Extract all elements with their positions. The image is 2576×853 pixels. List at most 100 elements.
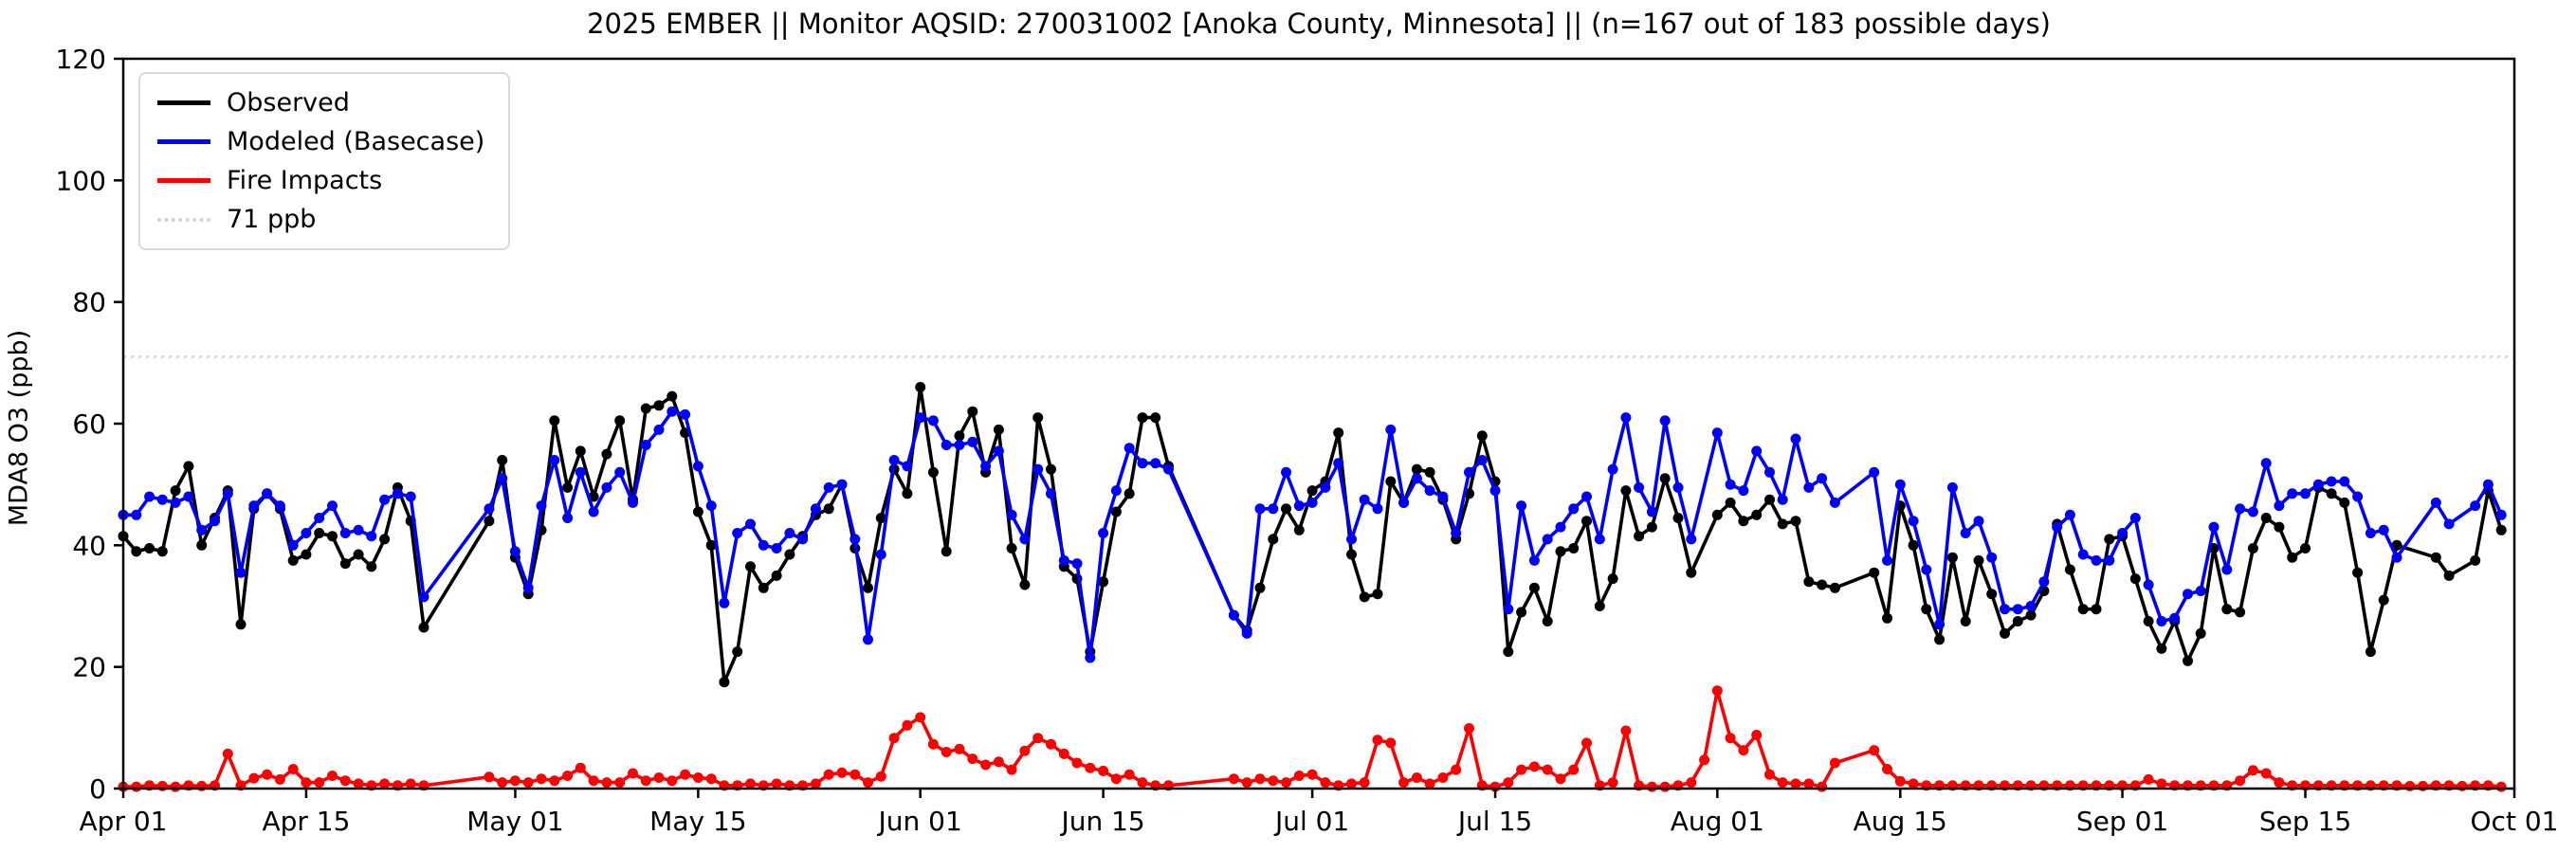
series-marker-modeled-basecase- [1163, 463, 1174, 475]
series-marker-modeled-basecase- [614, 466, 626, 478]
series-marker-fire-impacts [339, 775, 351, 787]
y-tick-label: 60 [72, 408, 106, 440]
series-marker-modeled-basecase- [2443, 518, 2455, 530]
series-marker-fire-impacts [509, 775, 521, 787]
series-marker-observed [144, 543, 155, 554]
series-marker-fire-impacts [1568, 764, 1580, 775]
series-marker-observed [719, 677, 730, 688]
series-marker-modeled-basecase- [314, 513, 325, 523]
series-marker-modeled-basecase- [1803, 481, 1815, 493]
series-marker-observed [418, 622, 429, 633]
series-marker-fire-impacts [248, 772, 260, 784]
series-marker-observed [1882, 612, 1892, 624]
series-marker-modeled-basecase- [1411, 473, 1422, 484]
series-marker-observed [2470, 554, 2481, 566]
series-marker-modeled-basecase- [2208, 521, 2220, 533]
series-marker-observed [941, 546, 952, 557]
series-marker-modeled-basecase- [392, 488, 403, 499]
series-marker-modeled-basecase- [1424, 485, 1435, 497]
series-marker-modeled-basecase- [235, 567, 247, 578]
series-marker-observed [1973, 554, 1984, 566]
series-marker-observed [1908, 539, 1919, 551]
series-marker-modeled-basecase- [2183, 589, 2193, 600]
series-marker-fire-impacts [1738, 745, 1749, 756]
series-marker-fire-impacts [549, 775, 560, 787]
series-marker-modeled-basecase- [1790, 433, 1801, 445]
series-marker-observed [1137, 412, 1148, 424]
threshold-line-swatch [157, 217, 210, 222]
series-marker-modeled-basecase- [1254, 503, 1266, 515]
series-marker-modeled-basecase- [2326, 476, 2337, 487]
series-marker-modeled-basecase- [1882, 554, 1892, 566]
series-marker-modeled-basecase- [1320, 481, 1331, 493]
series-marker-observed [1777, 518, 1788, 530]
series-marker-observed [771, 570, 782, 581]
series-marker-fire-impacts [2235, 775, 2246, 787]
series-marker-observed [1986, 589, 1998, 600]
series-marker-fire-impacts [405, 778, 416, 789]
series-marker-modeled-basecase- [1476, 455, 1488, 465]
series-marker-modeled-basecase- [1359, 494, 1370, 505]
series-marker-fire-impacts [1528, 761, 1540, 772]
series-marker-modeled-basecase- [2365, 528, 2376, 538]
series-marker-modeled-basecase- [653, 424, 665, 435]
series-marker-observed [1411, 463, 1422, 475]
series-marker-modeled-basecase- [2195, 586, 2206, 596]
series-marker-modeled-basecase- [667, 406, 678, 417]
series-marker-fire-impacts [653, 772, 665, 783]
modeled-line-swatch [157, 139, 210, 144]
series-marker-observed [1046, 463, 1056, 475]
series-marker-observed [2221, 604, 2233, 615]
series-marker-modeled-basecase- [1829, 497, 1840, 508]
series-marker-observed [1790, 516, 1801, 527]
series-marker-observed [353, 549, 364, 560]
series-marker-observed [1568, 543, 1580, 554]
series-marker-observed [1281, 503, 1291, 515]
series-marker-observed [2156, 643, 2167, 654]
series-marker-observed [1581, 516, 1592, 527]
series-marker-modeled-basecase- [810, 503, 821, 515]
series-marker-observed [1555, 546, 1566, 557]
series-marker-modeled-basecase- [640, 440, 651, 450]
series-marker-modeled-basecase- [262, 488, 273, 499]
series-marker-fire-impacts [2143, 773, 2154, 785]
series-marker-fire-impacts [771, 778, 782, 789]
series-marker-modeled-basecase- [1594, 534, 1605, 545]
series-marker-modeled-basecase- [2052, 521, 2063, 533]
series-marker-observed [314, 528, 325, 538]
series-marker-modeled-basecase- [2038, 576, 2050, 588]
series-marker-modeled-basecase- [967, 436, 978, 447]
series-marker-fire-impacts [1869, 745, 1880, 756]
series-marker-modeled-basecase- [1542, 534, 1553, 545]
series-marker-fire-impacts [993, 756, 1004, 768]
series-marker-fire-impacts [1464, 723, 1474, 734]
series-marker-fire-impacts [327, 771, 338, 781]
series-marker-modeled-basecase- [2025, 601, 2037, 611]
series-marker-fire-impacts [902, 719, 913, 731]
series-marker-modeled-basecase- [588, 506, 599, 517]
y-tick-label: 80 [72, 287, 106, 318]
x-tick-label: Jul 01 [1273, 806, 1349, 837]
series-marker-fire-impacts [1555, 773, 1566, 785]
y-tick-label: 40 [72, 530, 106, 561]
series-marker-modeled-basecase- [1634, 481, 1645, 493]
series-marker-observed [131, 546, 142, 557]
series-marker-observed [2352, 567, 2364, 578]
series-marker-observed [823, 503, 834, 515]
series-marker-observed [2391, 539, 2402, 551]
series-marker-fire-impacts [484, 771, 495, 783]
series-marker-modeled-basecase- [575, 466, 586, 478]
series-marker-observed [640, 403, 651, 414]
series-marker-fire-impacts [705, 773, 717, 785]
series-marker-modeled-basecase- [1071, 558, 1083, 570]
series-marker-observed [1372, 589, 1383, 600]
series-marker-observed [2339, 497, 2350, 508]
series-marker-fire-impacts [667, 775, 678, 787]
series-marker-modeled-basecase- [2339, 476, 2350, 487]
series-marker-modeled-basecase- [1738, 485, 1749, 497]
series-marker-observed [156, 546, 168, 557]
series-marker-fire-impacts [274, 773, 285, 785]
series-marker-modeled-basecase- [1228, 609, 1239, 621]
series-marker-fire-impacts [1777, 777, 1788, 789]
